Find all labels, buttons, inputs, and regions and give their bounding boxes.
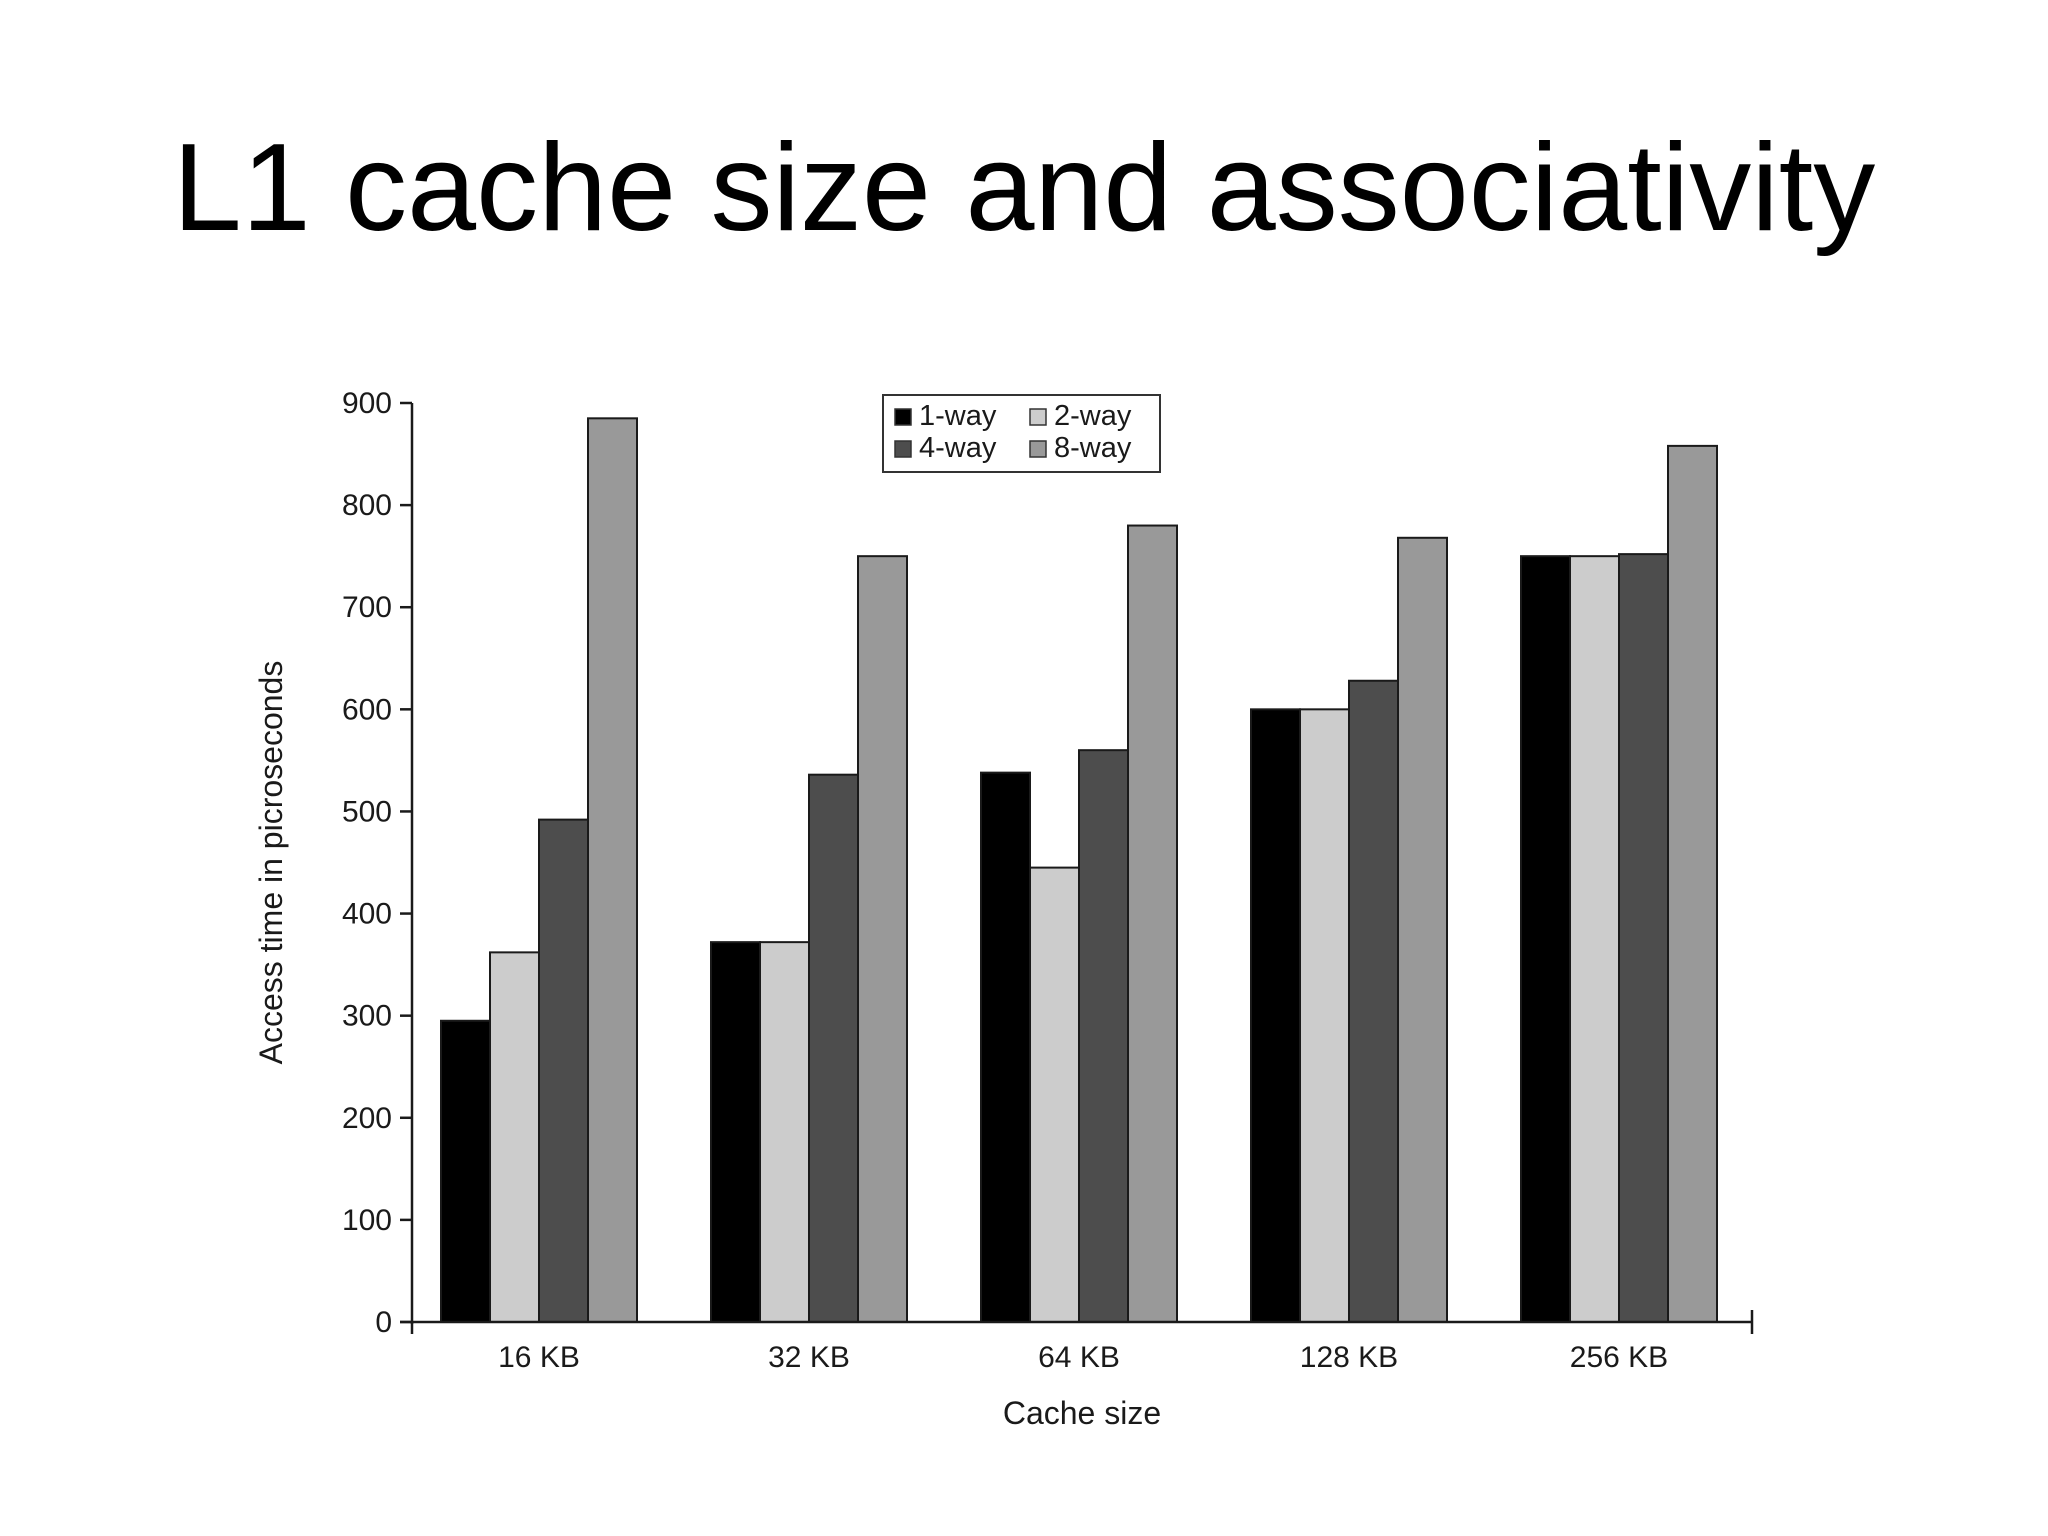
legend-swatch-8-way xyxy=(1029,440,1047,458)
legend-label-4-way: 4-way xyxy=(919,432,997,464)
legend-box xyxy=(882,394,1161,473)
legend-swatch-2-way xyxy=(1029,408,1047,426)
y-axis-title: Access time in picroseconds xyxy=(253,661,289,1065)
bar-128-kb-1-way xyxy=(1250,708,1301,1323)
x-tick-label-128-kb: 128 KB xyxy=(1300,1341,1398,1374)
y-tick-label-300: 300 xyxy=(342,1000,392,1033)
y-tick-label-900: 900 xyxy=(342,387,392,420)
bar-32-kb-4-way xyxy=(808,773,859,1323)
bar-16-kb-1-way xyxy=(440,1019,491,1323)
y-tick-label-100: 100 xyxy=(342,1204,392,1237)
bar-16-kb-2-way xyxy=(489,951,540,1323)
bar-128-kb-8-way xyxy=(1397,536,1448,1323)
bar-64-kb-4-way xyxy=(1078,749,1129,1323)
bar-64-kb-8-way xyxy=(1127,524,1178,1323)
x-tick-label-32-kb: 32 KB xyxy=(768,1341,850,1374)
bar-32-kb-2-way xyxy=(759,941,810,1323)
bar-16-kb-8-way xyxy=(587,417,638,1324)
legend-swatch-4-way xyxy=(894,440,912,458)
bar-128-kb-2-way xyxy=(1299,708,1350,1323)
bar-256-kb-2-way xyxy=(1569,555,1620,1323)
bar-256-kb-4-way xyxy=(1618,553,1669,1323)
legend-swatch-1-way xyxy=(894,408,912,426)
axes-layer xyxy=(400,403,1754,1334)
legend-label-2-way: 2-way xyxy=(1054,400,1132,432)
bars-layer xyxy=(440,417,1718,1324)
bar-256-kb-8-way xyxy=(1667,444,1718,1323)
bar-128-kb-4-way xyxy=(1348,679,1399,1323)
legend-label-1-way: 1-way xyxy=(919,400,997,432)
x-axis-title: Cache size xyxy=(1003,1395,1161,1431)
chart-legend: 1-way 2-way 4-way 8-way xyxy=(882,394,1161,473)
y-tick-label-400: 400 xyxy=(342,898,392,931)
x-tick-label-256-kb: 256 KB xyxy=(1570,1341,1668,1374)
x-tick-label-16-kb: 16 KB xyxy=(498,1341,580,1374)
bar-32-kb-1-way xyxy=(710,941,761,1323)
bar-64-kb-1-way xyxy=(980,771,1031,1323)
legend-label-8-way: 8-way xyxy=(1054,432,1132,464)
bar-16-kb-4-way xyxy=(538,818,589,1323)
bar-64-kb-2-way xyxy=(1029,866,1080,1323)
ticks-layer: 0 100 200 300 400 500 600 700 800 900 16 KB 32 KB 64… xyxy=(342,387,1668,1374)
y-tick-label-500: 500 xyxy=(342,795,392,828)
y-tick-label-800: 800 xyxy=(342,489,392,522)
y-tick-label-700: 700 xyxy=(342,591,392,624)
x-tick-label-64-kb: 64 KB xyxy=(1038,1341,1120,1374)
bar-32-kb-8-way xyxy=(857,555,908,1323)
y-tick-label-200: 200 xyxy=(342,1102,392,1135)
slide-title: L1 cache size and associativity xyxy=(172,119,1876,257)
bar-256-kb-1-way xyxy=(1520,555,1571,1323)
y-tick-label-0: 0 xyxy=(375,1306,392,1339)
y-tick-label-600: 600 xyxy=(342,693,392,726)
